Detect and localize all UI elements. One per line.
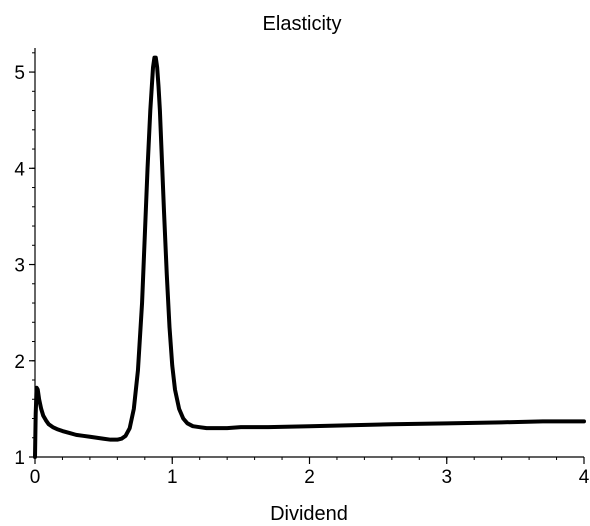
x-tick-label: 2 (304, 467, 315, 488)
x-ticks: 0 1 2 3 4 (30, 457, 590, 488)
x-tick-label: 4 (579, 467, 590, 488)
y-tick-label: 2 (14, 352, 25, 373)
y-tick-label: 5 (14, 63, 25, 84)
x-tick-label: 3 (441, 467, 452, 488)
chart-title: Elasticity (263, 13, 342, 35)
x-tick-label: 0 (30, 467, 41, 488)
y-tick-label: 1 (14, 448, 25, 469)
x-axis-label: Dividend (270, 503, 348, 525)
x-tick-label: 1 (167, 467, 178, 488)
y-ticks: 1 2 3 4 5 (14, 63, 35, 469)
series-line (33, 55, 586, 459)
y-tick-label: 3 (14, 256, 25, 277)
y-tick-label: 4 (14, 159, 25, 180)
